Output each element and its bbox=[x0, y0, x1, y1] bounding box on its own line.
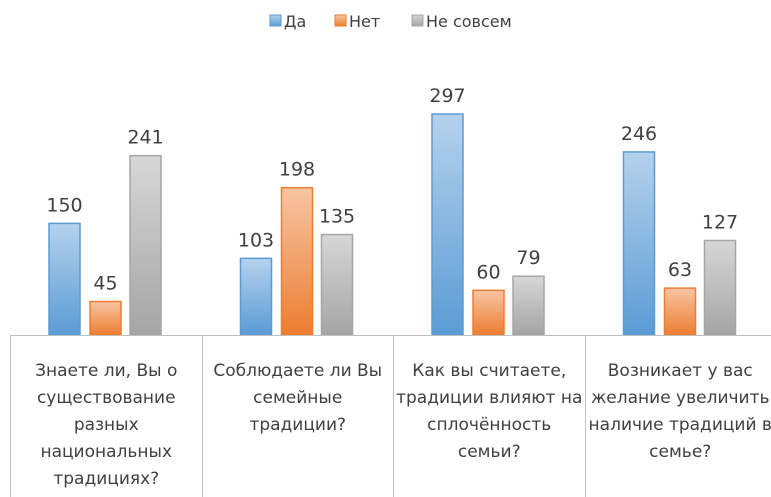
bar bbox=[622, 151, 656, 336]
data-label: 63 bbox=[668, 259, 692, 281]
legend-label: Да bbox=[284, 12, 306, 31]
data-label: 297 bbox=[429, 85, 465, 107]
data-label: 103 bbox=[238, 229, 274, 251]
data-label: 198 bbox=[279, 159, 315, 181]
legend-swatch bbox=[411, 14, 424, 27]
bar bbox=[472, 289, 505, 336]
legend-swatch bbox=[269, 14, 282, 27]
data-label: 60 bbox=[476, 261, 500, 283]
bar bbox=[129, 154, 162, 336]
data-label: 127 bbox=[702, 211, 738, 233]
bar bbox=[239, 257, 273, 336]
bar bbox=[431, 113, 464, 336]
data-label: 241 bbox=[127, 127, 163, 149]
data-label: 246 bbox=[621, 123, 657, 145]
data-label: 45 bbox=[93, 273, 117, 295]
bar bbox=[663, 287, 697, 336]
bar bbox=[320, 233, 354, 336]
x-tick-label: Знаете ли, Вы о существование разных нац… bbox=[10, 335, 202, 497]
legend-swatch bbox=[334, 14, 347, 27]
legend-label: Не совсем bbox=[426, 12, 512, 31]
data-label: 150 bbox=[46, 194, 82, 216]
x-tick-label: Соблюдаете ли Вы семейные традиции? bbox=[201, 335, 393, 497]
bar bbox=[512, 275, 545, 336]
bar bbox=[280, 186, 314, 336]
data-label: 135 bbox=[319, 206, 355, 228]
data-label: 79 bbox=[516, 247, 540, 269]
x-tick-label: Возникает у вас желание увеличить наличи… bbox=[584, 335, 771, 497]
bar bbox=[703, 239, 737, 336]
x-tick-label: Как вы считаете, традиции влияют на спло… bbox=[393, 335, 585, 497]
bar bbox=[48, 222, 81, 336]
legend-label: Нет bbox=[349, 12, 380, 31]
bar bbox=[89, 300, 122, 336]
